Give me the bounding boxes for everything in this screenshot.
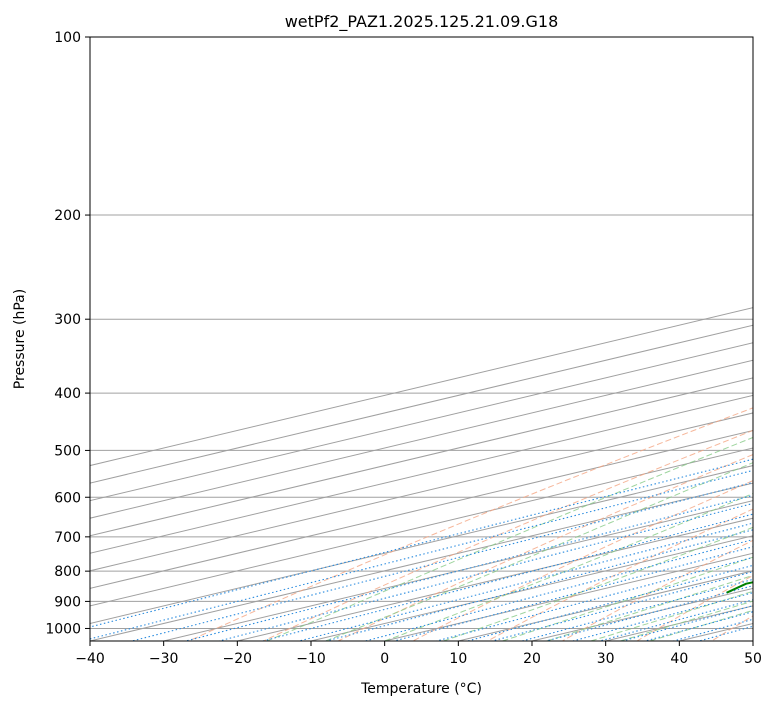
- x-tick-label: −20: [223, 651, 253, 667]
- y-tick-label: 100: [54, 30, 81, 46]
- mixing-ratio-line: [522, 450, 775, 641]
- x-tick-label: 30: [597, 651, 615, 667]
- x-tick-label: 20: [523, 651, 541, 667]
- dry-adiabat: [264, 37, 775, 641]
- mixing-ratio-line: [35, 450, 775, 641]
- isotherm: [0, 37, 775, 641]
- isotherm: [0, 37, 775, 641]
- mixing-ratio-line: [299, 450, 775, 641]
- dry-adiabat: [413, 37, 775, 641]
- y-tick-label: 600: [54, 490, 81, 506]
- moist-adiabat: [620, 42, 775, 641]
- mixing-ratio-line: [600, 450, 775, 641]
- mixing-ratio-line: [132, 450, 775, 641]
- y-tick-label: 700: [54, 530, 81, 546]
- moist-adiabat: [267, 167, 775, 641]
- x-axis-title: Temperature (°C): [360, 681, 482, 697]
- y-tick-label: 400: [54, 386, 81, 402]
- isotherm: [90, 37, 775, 641]
- x-tick-label: 40: [670, 651, 688, 667]
- dewpoint-profile: [727, 37, 775, 593]
- plot-frame: [90, 37, 753, 641]
- x-tick-label: 50: [744, 651, 762, 667]
- mixing-ratio-line: [492, 450, 775, 641]
- mixing-ratio-line: [219, 450, 775, 641]
- y-tick-label: 500: [54, 443, 81, 459]
- dry-adiabat: [712, 37, 775, 641]
- sounding-lines: [727, 37, 775, 593]
- y-tick-label: 1000: [45, 621, 81, 637]
- moist-adiabat: [650, 42, 775, 641]
- isotherm: [385, 37, 775, 641]
- isotherm: [0, 37, 775, 641]
- moist-adiabat: [326, 134, 775, 641]
- background-lines: [0, 37, 775, 641]
- isotherm: [0, 37, 775, 641]
- dry-adiabat: [637, 37, 775, 641]
- x-tick-label: 10: [449, 651, 467, 667]
- x-tick-label: 0: [380, 651, 389, 667]
- moist-adiabat: [547, 42, 775, 641]
- isotherm: [0, 37, 775, 641]
- mixing-ratio-line: [82, 450, 775, 641]
- isotherm: [0, 37, 775, 641]
- chart-title: wetPf2_PAZ1.2025.125.21.09.G18: [285, 12, 559, 32]
- x-tick-label: −40: [75, 651, 105, 667]
- isotherm: [532, 37, 775, 641]
- dry-adiabat: [189, 37, 775, 641]
- dry-adiabat: [488, 37, 775, 641]
- dry-adiabat: [338, 37, 775, 641]
- mixing-ratio-line: [546, 450, 775, 641]
- y-tick-label: 900: [54, 594, 81, 610]
- y-axis-title: Pressure (hPa): [12, 289, 28, 389]
- isotherm: [0, 37, 775, 641]
- y-tick-label: 800: [54, 564, 81, 580]
- dry-adiabat: [562, 37, 775, 641]
- isotherm: [0, 37, 775, 641]
- isotherm: [0, 37, 775, 641]
- y-tick-label: 300: [54, 312, 81, 328]
- isotherm: [753, 37, 775, 641]
- x-tick-label: −10: [296, 651, 326, 667]
- x-tick-label: −30: [149, 651, 179, 667]
- temperature-profile: [753, 37, 775, 593]
- y-tick-label: 200: [54, 208, 81, 224]
